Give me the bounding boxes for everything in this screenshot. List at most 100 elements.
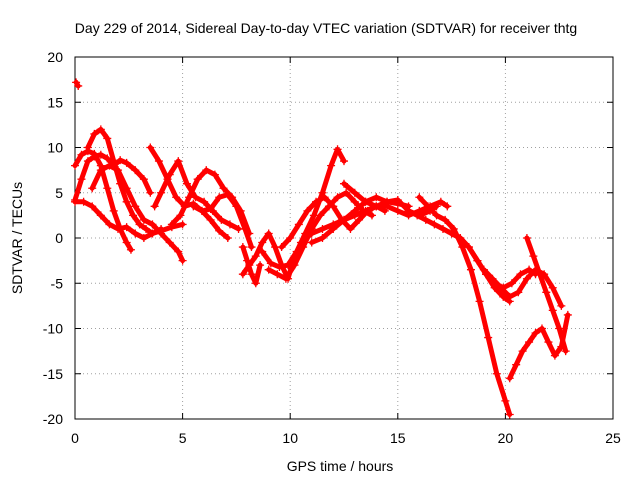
y-tick-label: 0 bbox=[55, 230, 63, 246]
data-point bbox=[150, 202, 159, 211]
y-tick-label: 15 bbox=[47, 94, 63, 110]
data-point bbox=[318, 188, 327, 197]
data-point bbox=[514, 288, 523, 297]
data-point bbox=[238, 270, 247, 279]
series-arc-23 bbox=[522, 234, 570, 356]
data-point bbox=[148, 220, 157, 229]
series-arc-12 bbox=[258, 145, 348, 271]
series-line bbox=[72, 148, 134, 253]
series-line bbox=[89, 163, 186, 264]
data-point bbox=[217, 215, 226, 224]
y-tick-label: -20 bbox=[43, 411, 63, 427]
data-point bbox=[146, 188, 155, 197]
data-point bbox=[350, 206, 359, 215]
data-point bbox=[116, 156, 125, 165]
data-point bbox=[415, 193, 424, 202]
data-point bbox=[466, 265, 475, 274]
data-point bbox=[114, 166, 123, 175]
data-point bbox=[473, 256, 482, 265]
x-tick-label: 10 bbox=[282, 430, 298, 446]
data-point bbox=[436, 197, 445, 206]
data-point bbox=[522, 274, 531, 283]
data-point bbox=[404, 206, 413, 215]
data-point bbox=[131, 202, 140, 211]
data-point bbox=[350, 188, 359, 197]
data-point bbox=[342, 188, 351, 197]
series-arc-9 bbox=[189, 190, 256, 252]
data-point bbox=[441, 215, 450, 224]
chart-title: Day 229 of 2014, Sidereal Day-to-day VTE… bbox=[75, 20, 577, 36]
data-point bbox=[88, 202, 97, 211]
data-point bbox=[251, 279, 260, 288]
data-point bbox=[264, 265, 273, 274]
data-point bbox=[178, 220, 187, 229]
x-tick-label: 15 bbox=[390, 430, 406, 446]
data-point bbox=[488, 274, 497, 283]
data-point bbox=[529, 252, 538, 261]
data-point bbox=[456, 234, 465, 242]
data-point bbox=[277, 243, 286, 252]
data-point bbox=[74, 81, 83, 90]
data-point bbox=[312, 197, 321, 206]
series-arc-24 bbox=[72, 78, 83, 90]
data-point bbox=[247, 243, 256, 252]
y-tick-label: -5 bbox=[51, 275, 64, 291]
series-group bbox=[71, 78, 572, 419]
series-line bbox=[309, 194, 412, 245]
data-point bbox=[189, 202, 198, 211]
data-point bbox=[350, 197, 359, 206]
data-point bbox=[176, 211, 185, 220]
y-tick-label: -15 bbox=[43, 366, 63, 382]
data-point bbox=[178, 256, 187, 265]
data-point bbox=[172, 193, 181, 202]
data-point bbox=[206, 205, 215, 214]
data-point bbox=[557, 301, 566, 310]
data-point bbox=[105, 161, 114, 170]
y-tick-label: 5 bbox=[55, 185, 63, 201]
data-point bbox=[522, 234, 531, 242]
data-point bbox=[148, 229, 157, 238]
data-point bbox=[83, 157, 92, 166]
series-line bbox=[147, 145, 231, 241]
data-point bbox=[290, 261, 299, 270]
data-point bbox=[479, 265, 488, 274]
data-point bbox=[492, 369, 501, 378]
series-line bbox=[416, 194, 513, 417]
series-line bbox=[72, 152, 153, 203]
data-point bbox=[449, 224, 458, 233]
data-point bbox=[154, 157, 163, 166]
data-point bbox=[139, 234, 148, 242]
data-point bbox=[561, 347, 570, 356]
data-point bbox=[505, 292, 514, 301]
data-point bbox=[550, 351, 559, 360]
data-point bbox=[266, 259, 275, 268]
x-axis-label: GPS time / hours bbox=[287, 458, 394, 474]
data-point bbox=[535, 270, 544, 279]
data-point bbox=[122, 238, 131, 247]
data-point bbox=[367, 211, 376, 220]
data-point bbox=[126, 245, 135, 254]
data-point bbox=[563, 310, 572, 319]
data-point bbox=[167, 220, 176, 229]
data-point bbox=[555, 324, 564, 333]
series-arc-21 bbox=[479, 265, 566, 310]
data-point bbox=[537, 324, 546, 333]
data-point bbox=[90, 152, 99, 161]
data-point bbox=[329, 202, 338, 211]
data-point bbox=[96, 150, 105, 159]
data-point bbox=[122, 158, 131, 167]
data-point bbox=[548, 283, 557, 292]
data-point bbox=[484, 333, 493, 342]
data-point bbox=[340, 179, 348, 188]
data-point bbox=[415, 206, 424, 215]
data-point bbox=[355, 215, 364, 224]
series-arc-2 bbox=[71, 150, 155, 204]
data-point bbox=[96, 125, 105, 134]
data-point bbox=[329, 224, 338, 233]
data-point bbox=[333, 193, 342, 202]
data-point bbox=[225, 220, 234, 229]
data-point bbox=[131, 229, 140, 238]
data-point bbox=[307, 229, 316, 238]
data-point bbox=[516, 270, 525, 279]
data-point bbox=[122, 184, 131, 193]
